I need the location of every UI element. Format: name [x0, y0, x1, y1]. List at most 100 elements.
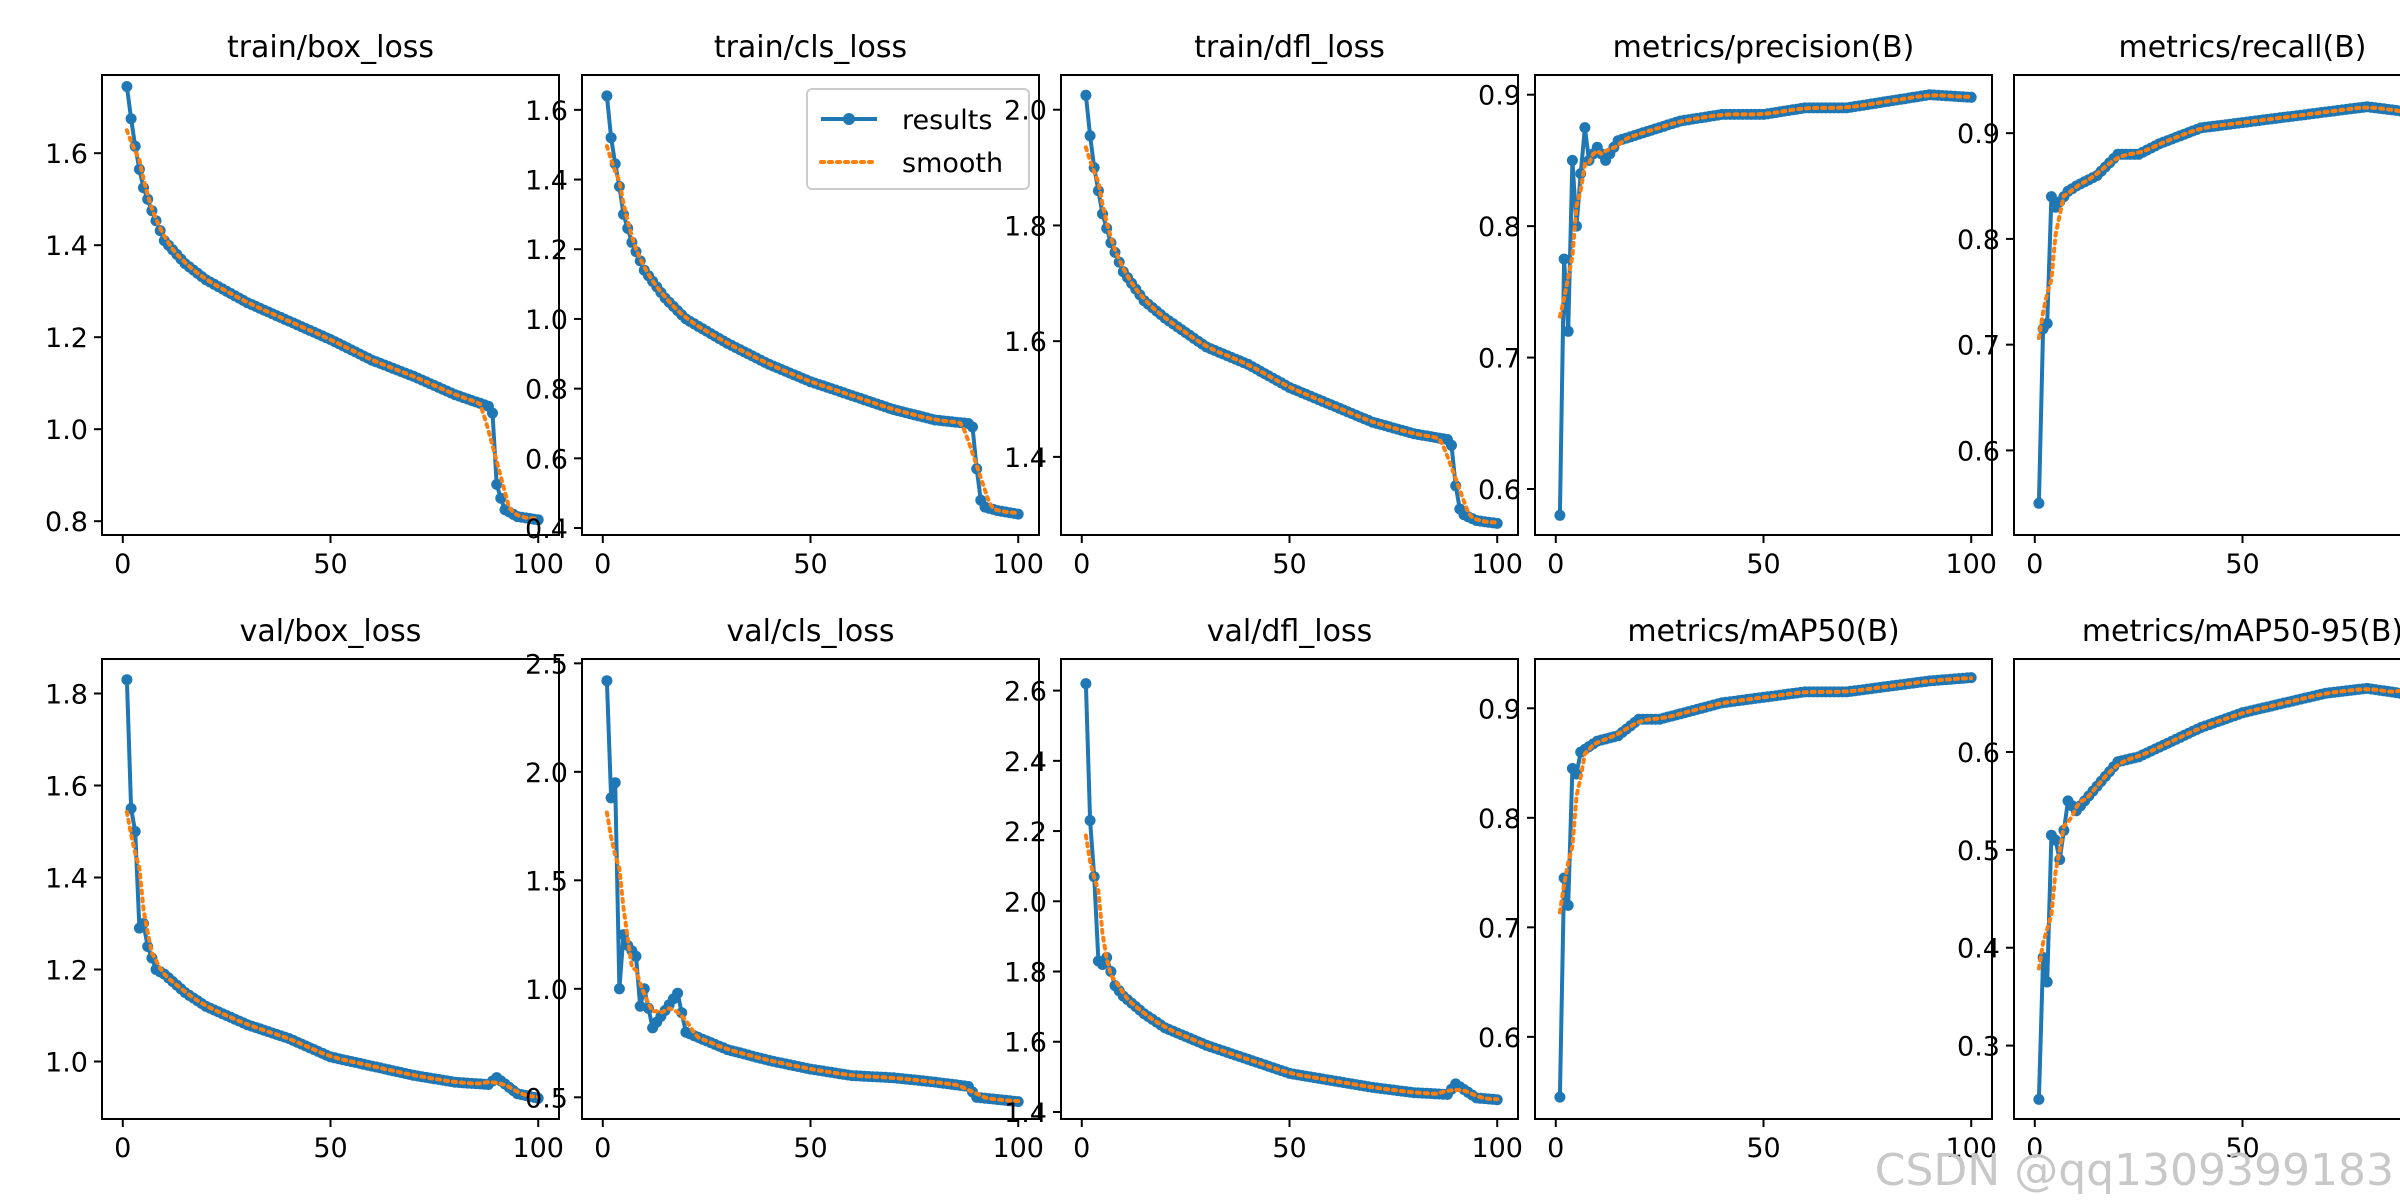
results-point: [125, 113, 137, 125]
y-tick-label: 0.7: [1957, 331, 2000, 362]
y-tick-label: 1.4: [45, 864, 88, 895]
results-point: [2041, 318, 2053, 329]
results-point: [1554, 1091, 1566, 1103]
y-tick-label: 0.8: [1478, 804, 1521, 835]
subplot-3: train/dfl_loss 0 50 100 1.4 1.6 1.8 2.0: [1004, 30, 1523, 580]
x-tick-label: 100: [1945, 1133, 1997, 1164]
subplot-title: metrics/mAP50(B): [1627, 614, 1899, 649]
y-tick-label: 2.0: [1004, 887, 1047, 918]
x-tick-label: 50: [2225, 549, 2259, 580]
y-tick-label: 1.2: [525, 235, 568, 266]
x-tick-label: 100: [1471, 549, 1523, 580]
y-tick-label: 0.6: [525, 444, 568, 475]
subplot-title: train/dfl_loss: [1194, 30, 1385, 65]
y-tick-label: 1.4: [525, 166, 568, 197]
y-tick-label: 1.4: [45, 231, 88, 262]
results-point: [1562, 325, 1574, 337]
y-tick-label: 1.6: [525, 96, 568, 127]
legend-smooth-label: smooth: [902, 148, 1003, 179]
y-tick-label: 0.5: [525, 1083, 568, 1114]
y-tick-label: 0.6: [1957, 738, 2000, 769]
results-line: [1083, 683, 1498, 1102]
x-tick-label: 50: [793, 549, 827, 580]
y-tick-label: 0.8: [1957, 225, 2000, 256]
x-tick-label: 0: [1547, 1133, 1564, 1164]
results-line: [2036, 104, 2400, 504]
x-tick-label: 0: [2026, 549, 2043, 580]
x-tick-label: 0: [1547, 549, 1564, 580]
results-point: [1080, 678, 1092, 690]
results-point: [2041, 976, 2053, 988]
y-tick-label: 2.0: [525, 758, 568, 789]
results-point: [601, 675, 613, 687]
results-point: [491, 478, 503, 490]
y-tick-label: 1.8: [1004, 211, 1047, 242]
legend-results-label: results: [902, 105, 992, 136]
y-tick-label: 0.5: [1957, 836, 2000, 867]
y-tick-label: 1.4: [1004, 1098, 1047, 1129]
results-point: [1566, 154, 1578, 166]
results-line: [124, 679, 539, 1101]
smooth-line: [604, 810, 1021, 1103]
y-tick-label: 1.0: [45, 415, 88, 446]
y-tick-label: 0.9: [1478, 694, 1521, 725]
x-tick-label: 0: [594, 1133, 611, 1164]
results-point: [495, 492, 507, 504]
subplot-title: train/cls_loss: [714, 30, 907, 65]
x-tick-label: 50: [1272, 549, 1306, 580]
y-tick-label: 2.4: [1004, 747, 1047, 778]
subplot-8: val/dfl_loss 0 50 100 1.4 1.6 1.8 2.0 2.2 2.4 2.6: [1004, 614, 1523, 1164]
y-tick-label: 1.6: [45, 772, 88, 803]
axes-frame: [2013, 74, 2400, 536]
y-tick-label: 0.8: [45, 507, 88, 538]
results-line: [604, 680, 1019, 1104]
y-tick-label: 1.8: [1004, 958, 1047, 989]
results-line: [2036, 686, 2400, 1100]
y-tick-label: 0.9: [1478, 81, 1521, 112]
x-tick-label: 50: [313, 549, 347, 580]
y-tick-label: 1.2: [45, 956, 88, 987]
y-tick-label: 2.5: [525, 649, 568, 680]
x-tick-label: 0: [114, 549, 131, 580]
y-tick-label: 0.7: [1478, 344, 1521, 375]
results-point: [1446, 439, 1457, 451]
axes-frame: [581, 658, 1040, 1120]
x-tick-label: 100: [1945, 549, 1997, 580]
results-point: [2050, 834, 2061, 846]
results-point: [601, 90, 613, 102]
x-tick-label: 50: [1272, 1133, 1306, 1164]
y-tick-label: 1.6: [1004, 327, 1047, 358]
legend-results-marker: [843, 113, 855, 125]
y-tick-label: 1.4: [1004, 443, 1047, 474]
results-point: [676, 1007, 688, 1019]
y-tick-label: 0.7: [1478, 913, 1521, 944]
subplot-9: metrics/mAP50(B) 0 50 100 0.6 0.7 0.8 0.9: [1478, 614, 1997, 1164]
axes-frame: [101, 658, 560, 1120]
subplot-title: metrics/mAP50-95(B): [2082, 614, 2400, 649]
subplot-6: val/box_loss 0 50 100 1.0 1.2 1.4 1.6 1.8: [45, 614, 564, 1164]
smooth-line: [124, 810, 541, 1099]
results-point: [1084, 130, 1096, 142]
results-point: [1558, 253, 1570, 265]
y-tick-label: 2.0: [1004, 96, 1047, 127]
subplot-4: metrics/precision(B) 0 50 100 0.6 0.7 0.8 0.9: [1478, 30, 1997, 580]
y-tick-label: 2.2: [1004, 817, 1047, 848]
results-point: [605, 132, 617, 144]
results-point: [634, 1000, 646, 1012]
smooth-line: [124, 128, 541, 521]
y-tick-label: 1.2: [45, 323, 88, 354]
smooth-line: [1083, 833, 1500, 1102]
x-tick-label: 100: [1471, 1133, 1523, 1164]
results-point: [609, 777, 621, 789]
x-tick-label: 0: [1073, 549, 1090, 580]
y-tick-label: 0.4: [1957, 934, 2000, 965]
results-point: [2033, 497, 2045, 509]
results-line: [1557, 92, 1972, 516]
results-line: [124, 86, 539, 522]
axes-frame: [1534, 74, 1993, 536]
x-tick-label: 50: [313, 1133, 347, 1164]
results-line: [1557, 675, 1972, 1098]
smooth-line: [1557, 93, 1974, 319]
axes-frame: [1534, 658, 1993, 1120]
